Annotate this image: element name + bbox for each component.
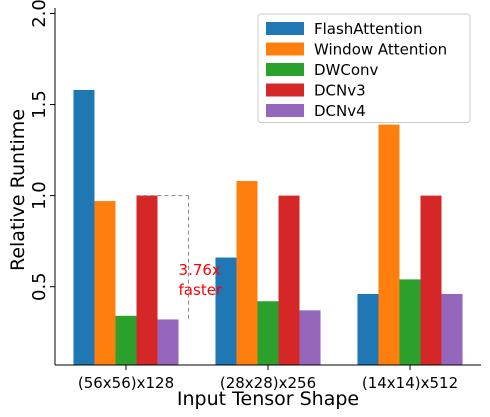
- annotation-bracket: [136, 195, 190, 320]
- bar: [378, 124, 400, 365]
- bar: [357, 293, 379, 365]
- bar: [136, 195, 158, 365]
- legend-swatch: [266, 104, 304, 117]
- bar: [299, 310, 321, 365]
- bar: [420, 195, 442, 365]
- x-tick-label: (56x56)x128: [78, 374, 174, 392]
- legend-swatch: [266, 63, 304, 76]
- x-tick-label: (28x28)x256: [220, 374, 316, 392]
- y-tick-label: 1.5: [29, 90, 50, 119]
- y-tick-label: 1.0: [29, 181, 50, 210]
- legend-swatch: [266, 22, 304, 35]
- legend-label: FlashAttention: [314, 20, 423, 38]
- legend-box: [257, 13, 471, 123]
- bar: [257, 301, 279, 365]
- bar: [441, 293, 463, 365]
- x-tick-label: (14x14)x512: [362, 374, 458, 392]
- bar: [73, 89, 95, 365]
- legend-label: DWConv: [314, 61, 379, 79]
- legend-label: DCNv3: [314, 82, 366, 100]
- annotation: 3.76x: [179, 261, 221, 279]
- legend-label: Window Attention: [314, 41, 447, 59]
- legend-label: DCNv4: [314, 102, 366, 120]
- legend-swatch: [266, 42, 304, 56]
- bar: [236, 181, 258, 365]
- y-tick-label: 2.0: [29, 0, 50, 28]
- bar: [215, 257, 237, 365]
- y-axis-label: Relative Runtime: [7, 109, 29, 271]
- legend-swatch: [266, 83, 304, 97]
- x-axis-label: Input Tensor Shape: [177, 388, 359, 410]
- bar: [94, 201, 116, 365]
- y-tick-label: 0.5: [29, 272, 50, 301]
- annotation: faster: [179, 281, 223, 299]
- bar: [278, 195, 300, 365]
- bar: [157, 319, 179, 365]
- bar: [399, 279, 421, 365]
- bar: [115, 315, 137, 365]
